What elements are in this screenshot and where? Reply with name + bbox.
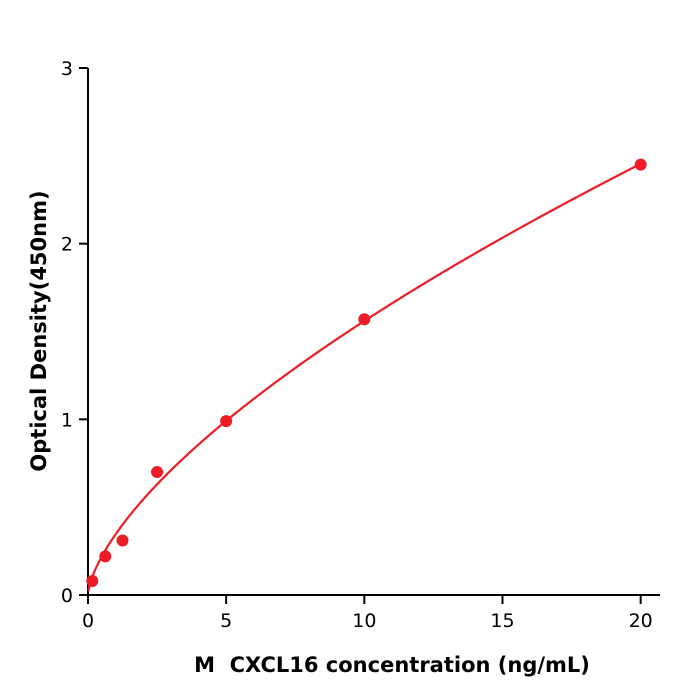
x-tick-label: 20 — [629, 610, 653, 632]
data-point — [86, 574, 99, 587]
x-tick-label: 15 — [490, 610, 514, 632]
data-point — [220, 415, 233, 428]
data-point — [99, 550, 112, 563]
data-point — [358, 313, 371, 326]
data-point — [116, 534, 129, 547]
plot-area: 0 5 10 15 20 0 1 2 3 — [61, 58, 660, 632]
y-axis-label: Optical Density(450nm) — [27, 190, 51, 471]
y-tick-label: 3 — [61, 58, 73, 80]
y-tick-label: 1 — [61, 409, 73, 431]
x-tick-label: 0 — [82, 610, 94, 632]
x-tick-label: 5 — [220, 610, 232, 632]
data-point — [151, 466, 164, 479]
y-tick-label: 2 — [61, 234, 73, 256]
x-tick-label: 10 — [352, 610, 376, 632]
x-axis-label: M CXCL16 concentration (ng/mL) — [194, 653, 590, 677]
fit-curve — [87, 162, 642, 592]
data-point — [634, 158, 647, 171]
y-tick-label: 0 — [61, 585, 73, 607]
